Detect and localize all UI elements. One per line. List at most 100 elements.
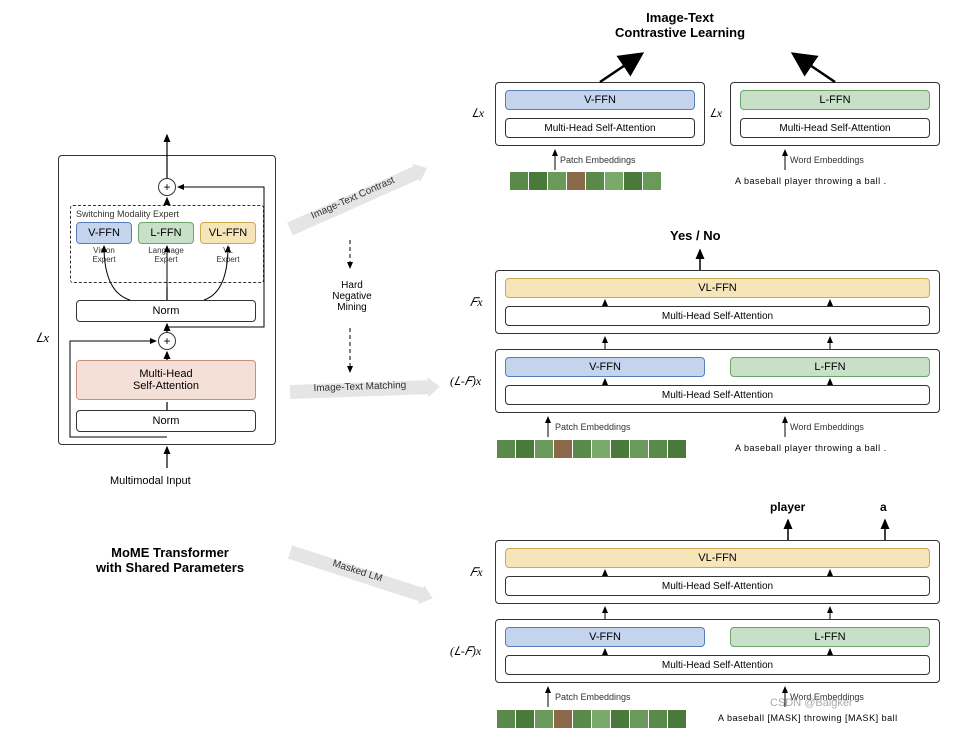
itm-vl-ffn-text: VL-FFN xyxy=(698,282,737,294)
band-contrast: Image-Text Contrast xyxy=(287,166,421,236)
itm-F: 𝐹x xyxy=(470,295,483,310)
norm-lower-text: Norm xyxy=(153,415,180,427)
mlm-f-mhsa-text: Multi-Head Self-Attention xyxy=(662,581,773,592)
add-circle-top: + xyxy=(158,178,176,196)
itm-LF: (𝐿-𝐹)x xyxy=(450,374,481,389)
mlm-lf-mhsa: Multi-Head Self-Attention xyxy=(505,655,930,675)
image-patch xyxy=(649,710,667,728)
image-patch xyxy=(548,172,566,190)
cl-left-mhsa: Multi-Head Self-Attention xyxy=(505,118,695,138)
cl-v-ffn-text: V-FFN xyxy=(584,94,616,106)
mlm-l-ffn-text: L-FFN xyxy=(814,631,845,643)
add-circle-mid: + xyxy=(158,332,176,350)
image-patch xyxy=(592,710,610,728)
cl-v-ffn: V-FFN xyxy=(505,90,695,110)
image-patch xyxy=(630,710,648,728)
mlm-player: player xyxy=(770,500,805,514)
vision-expert-label: Vision Expert xyxy=(76,246,132,264)
image-patch xyxy=(611,710,629,728)
left-vl-ffn: VL-FFN xyxy=(200,222,256,244)
cl-L-right: 𝐿x xyxy=(710,106,722,121)
image-patch xyxy=(668,710,686,728)
switching-title: Switching Modality Expert xyxy=(76,209,179,219)
cl-left-mhsa-text: Multi-Head Self-Attention xyxy=(544,123,655,134)
mlm-patch-emb: Patch Embeddings xyxy=(555,692,631,702)
itm-v-ffn: V-FFN xyxy=(505,357,705,377)
left-mhsa: Multi-Head Self-Attention xyxy=(76,360,256,400)
itm-patches xyxy=(497,440,686,458)
mlm-vl-ffn: VL-FFN xyxy=(505,548,930,568)
norm-upper-text: Norm xyxy=(153,305,180,317)
cl-l-ffn-text: L-FFN xyxy=(819,94,850,106)
mlm-vl-ffn-text: VL-FFN xyxy=(698,552,737,564)
band-contrast-label: Image-Text Contrast xyxy=(287,165,419,232)
itm-lf-mhsa: Multi-Head Self-Attention xyxy=(505,385,930,405)
image-patch xyxy=(497,440,515,458)
mlm-F: 𝐹x xyxy=(470,565,483,580)
image-patch xyxy=(624,172,642,190)
language-expert-label: Language Expert xyxy=(138,246,194,264)
image-patch xyxy=(592,440,610,458)
image-patch xyxy=(573,440,591,458)
image-patch xyxy=(510,172,528,190)
itm-vl-ffn: VL-FFN xyxy=(505,278,930,298)
norm-lower: Norm xyxy=(76,410,256,432)
mlm-v-ffn-text: V-FFN xyxy=(589,631,621,643)
image-patch xyxy=(586,172,604,190)
image-patch xyxy=(535,440,553,458)
contrastive-title: Image-Text Contrastive Learning xyxy=(570,10,790,40)
image-patch xyxy=(643,172,661,190)
itm-l-ffn: L-FFN xyxy=(730,357,930,377)
image-patch xyxy=(573,710,591,728)
image-patch xyxy=(554,440,572,458)
itm-patch-emb: Patch Embeddings xyxy=(555,422,631,432)
mlm-v-ffn: V-FFN xyxy=(505,627,705,647)
norm-upper: Norm xyxy=(76,300,256,322)
l-ffn-text: L-FFN xyxy=(150,227,181,239)
v-ffn-text: V-FFN xyxy=(88,227,120,239)
band-masked-label: Masked LM xyxy=(289,544,426,598)
mlm-patches xyxy=(497,710,686,728)
itm-sentence: A baseball player throwing a ball . xyxy=(735,443,887,453)
left-v-ffn: V-FFN xyxy=(76,222,132,244)
mlm-lf-mhsa-text: Multi-Head Self-Attention xyxy=(662,660,773,671)
watermark: CSDN @Baigker xyxy=(770,697,853,709)
mlm-f-mhsa: Multi-Head Self-Attention xyxy=(505,576,930,596)
vl-expert-label: VL Expert xyxy=(200,246,256,264)
image-patch xyxy=(611,440,629,458)
cl-sentence: A baseball player throwing a ball . xyxy=(735,176,887,186)
hard-negative-label: Hard Negative Mining xyxy=(322,280,382,313)
image-patch xyxy=(516,710,534,728)
cl-right-mhsa-text: Multi-Head Self-Attention xyxy=(779,123,890,134)
itm-word-emb: Word Embeddings xyxy=(790,422,864,432)
band-matching: Image-Text Matching xyxy=(290,380,430,399)
image-patch xyxy=(668,440,686,458)
yesno-label: Yes / No xyxy=(670,228,721,243)
band-masked: Masked LM xyxy=(288,545,425,602)
itm-v-ffn-text: V-FFN xyxy=(589,361,621,373)
multimodal-input-label: Multimodal Input xyxy=(110,475,191,487)
cl-patches xyxy=(510,172,661,190)
left-l-ffn: L-FFN xyxy=(138,222,194,244)
cl-l-ffn: L-FFN xyxy=(740,90,930,110)
vl-ffn-text: VL-FFN xyxy=(209,227,248,239)
itm-f-mhsa-text: Multi-Head Self-Attention xyxy=(662,311,773,322)
image-patch xyxy=(497,710,515,728)
image-patch xyxy=(630,440,648,458)
image-patch xyxy=(649,440,667,458)
cl-L-left: 𝐿x xyxy=(472,106,484,121)
image-patch xyxy=(535,710,553,728)
mlm-l-ffn: L-FFN xyxy=(730,627,930,647)
image-patch xyxy=(516,440,534,458)
itm-l-ffn-text: L-FFN xyxy=(814,361,845,373)
image-patch xyxy=(554,710,572,728)
left-L-label: 𝐿x xyxy=(36,330,49,346)
image-patch xyxy=(605,172,623,190)
mome-title: MoME Transformer with Shared Parameters xyxy=(60,545,280,575)
mlm-LF: (𝐿-𝐹)x xyxy=(450,644,481,659)
left-mhsa-text: Multi-Head Self-Attention xyxy=(133,368,199,392)
cl-word-emb: Word Embeddings xyxy=(790,155,864,165)
band-matching-label: Image-Text Matching xyxy=(290,379,430,395)
cl-right-mhsa: Multi-Head Self-Attention xyxy=(740,118,930,138)
image-patch xyxy=(529,172,547,190)
